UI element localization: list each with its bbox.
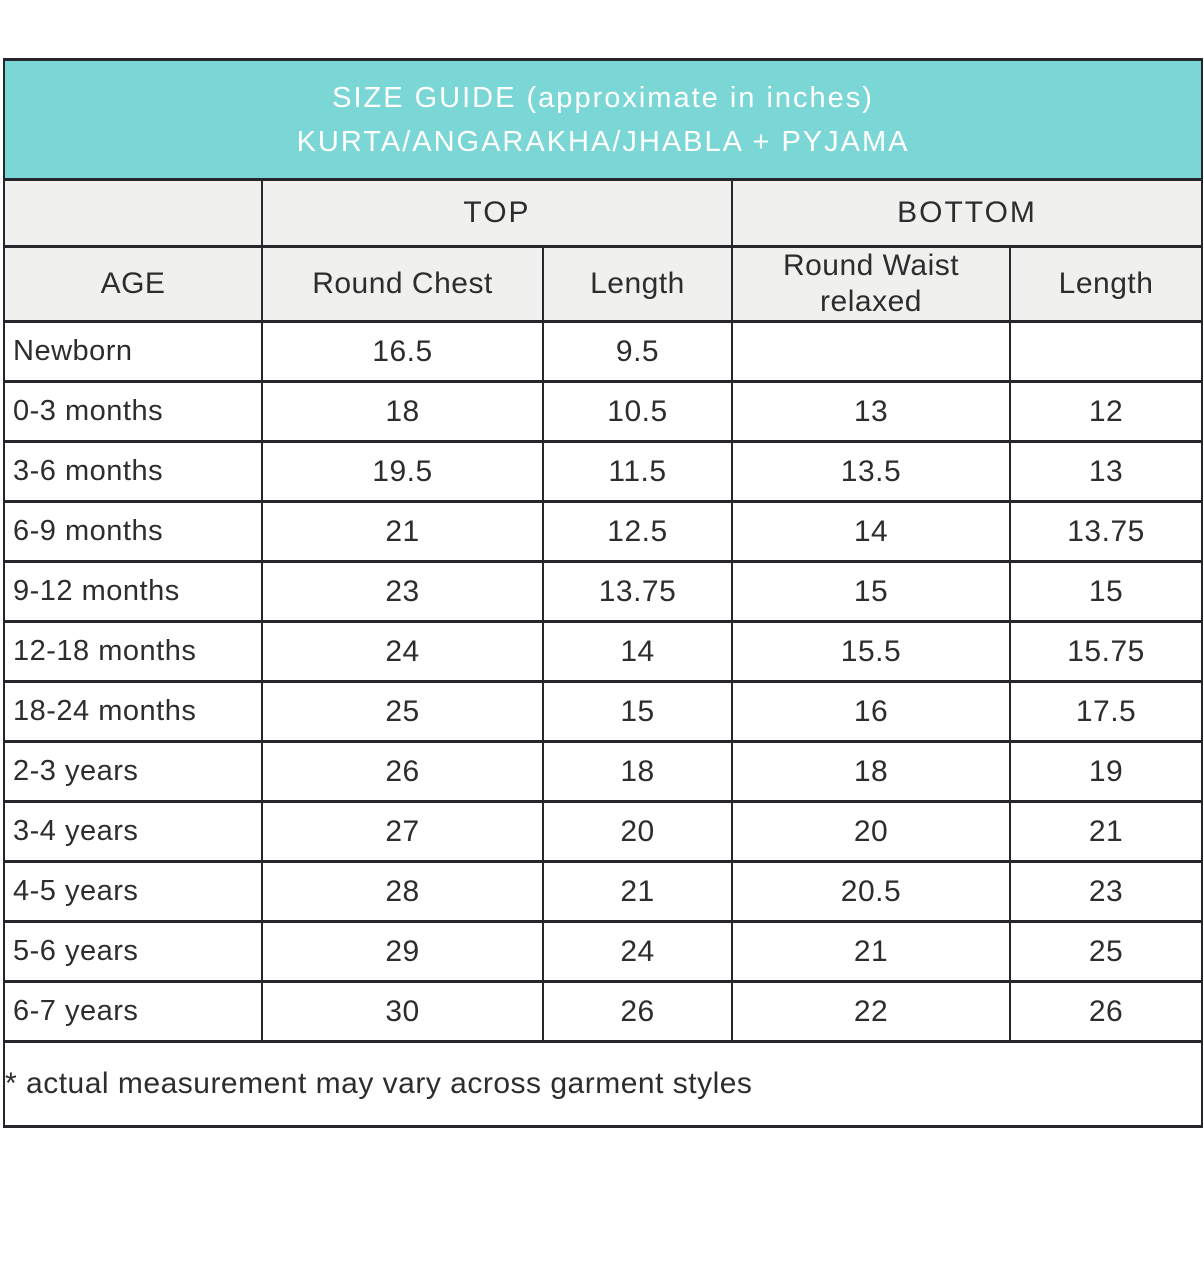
value-cell: 21	[731, 920, 1011, 983]
value-cell: 27	[261, 800, 544, 863]
value-cell	[1008, 320, 1204, 383]
value-cell: 15.5	[731, 620, 1011, 683]
value-cell: 15	[1008, 560, 1204, 623]
table-row: 9-12 months 23 13.75 15 15	[3, 560, 1204, 623]
value-cell: 21	[1008, 800, 1204, 863]
table-row: 4-5 years 28 21 20.5 23	[3, 860, 1204, 923]
value-cell: 14	[542, 620, 733, 683]
table-row: 3-4 years 27 20 20 21	[3, 800, 1204, 863]
size-guide-table: SIZE GUIDE (approximate in inches) KURTA…	[2, 58, 1204, 1128]
age-cell: 5-6 years	[3, 920, 263, 983]
value-cell: 20.5	[731, 860, 1011, 923]
value-cell: 16.5	[261, 320, 544, 383]
value-cell: 18	[542, 740, 733, 803]
table-row: 18-24 months 25 15 16 17.5	[3, 680, 1204, 743]
value-cell: 9.5	[542, 320, 733, 383]
value-cell: 28	[261, 860, 544, 923]
column-header-round-chest: Round Chest	[261, 245, 544, 323]
value-cell: 30	[261, 980, 544, 1043]
table-row: 0-3 months 18 10.5 13 12	[3, 380, 1204, 443]
value-cell: 29	[261, 920, 544, 983]
column-header-top-length: Length	[542, 245, 733, 323]
value-cell: 13	[731, 380, 1011, 443]
value-cell: 21	[542, 860, 733, 923]
value-cell: 13.75	[542, 560, 733, 623]
value-cell	[731, 320, 1011, 383]
value-cell: 26	[1008, 980, 1204, 1043]
value-cell: 12.5	[542, 500, 733, 563]
value-cell: 23	[261, 560, 544, 623]
age-cell: 6-9 months	[3, 500, 263, 563]
age-cell: 3-6 months	[3, 440, 263, 503]
value-cell: 13.75	[1008, 500, 1204, 563]
title-line-2: KURTA/ANGARAKHA/JHABLA + PYJAMA	[296, 125, 910, 158]
value-cell: 20	[542, 800, 733, 863]
value-cell: 18	[261, 380, 544, 443]
value-cell: 10.5	[542, 380, 733, 443]
title-line-1: SIZE GUIDE (approximate in inches)	[332, 81, 874, 114]
group-header-row: TOP BOTTOM	[3, 178, 1204, 248]
value-cell: 26	[542, 980, 733, 1043]
age-cell: 9-12 months	[3, 560, 263, 623]
value-cell: 13	[1008, 440, 1204, 503]
value-cell: 15	[731, 560, 1011, 623]
table-row: 6-9 months 21 12.5 14 13.75	[3, 500, 1204, 563]
value-cell: 19	[1008, 740, 1204, 803]
value-cell: 26	[261, 740, 544, 803]
value-cell: 13.5	[731, 440, 1011, 503]
value-cell: 20	[731, 800, 1011, 863]
value-cell: 11.5	[542, 440, 733, 503]
value-cell: 21	[261, 500, 544, 563]
group-header-spacer	[3, 178, 263, 248]
table-row: Newborn 16.5 9.5	[3, 320, 1204, 383]
column-header-round-waist: Round Waist relaxed	[731, 245, 1011, 323]
table-row: 6-7 years 30 26 22 26	[3, 980, 1204, 1043]
footnote: * actual measurement may vary across gar…	[2, 1040, 1204, 1128]
age-cell: 0-3 months	[3, 380, 263, 443]
value-cell: 18	[731, 740, 1011, 803]
column-header-round-waist-label: Round Waist relaxed	[782, 249, 960, 319]
value-cell: 19.5	[261, 440, 544, 503]
group-header-bottom: BOTTOM	[730, 178, 1204, 248]
value-cell: 24	[542, 920, 733, 983]
value-cell: 16	[731, 680, 1011, 743]
value-cell: 25	[1008, 920, 1204, 983]
value-cell: 23	[1008, 860, 1204, 923]
table-row: 3-6 months 19.5 11.5 13.5 13	[3, 440, 1204, 503]
age-cell: 2-3 years	[3, 740, 263, 803]
value-cell: 15.75	[1008, 620, 1204, 683]
value-cell: 24	[261, 620, 544, 683]
value-cell: 22	[731, 980, 1011, 1043]
age-cell: 3-4 years	[3, 800, 263, 863]
table-title: SIZE GUIDE (approximate in inches) KURTA…	[2, 58, 1204, 181]
table-row: 2-3 years 26 18 18 19	[3, 740, 1204, 803]
value-cell: 14	[731, 500, 1011, 563]
title-row: SIZE GUIDE (approximate in inches) KURTA…	[2, 58, 1204, 181]
age-cell: Newborn	[3, 320, 263, 383]
value-cell: 17.5	[1008, 680, 1204, 743]
column-header-row: AGE Round Chest Length Round Waist relax…	[3, 245, 1204, 323]
group-header-top: TOP	[261, 178, 733, 248]
age-cell: 4-5 years	[3, 860, 263, 923]
value-cell: 15	[542, 680, 733, 743]
table-row: 12-18 months 24 14 15.5 15.75	[3, 620, 1204, 683]
age-cell: 12-18 months	[3, 620, 263, 683]
column-header-bottom-length: Length	[1008, 245, 1204, 323]
footnote-row: * actual measurement may vary across gar…	[2, 1040, 1204, 1128]
age-cell: 18-24 months	[3, 680, 263, 743]
table-row: 5-6 years 29 24 21 25	[3, 920, 1204, 983]
age-cell: 6-7 years	[3, 980, 263, 1043]
value-cell: 12	[1008, 380, 1204, 443]
column-header-age: AGE	[3, 245, 263, 323]
value-cell: 25	[261, 680, 544, 743]
